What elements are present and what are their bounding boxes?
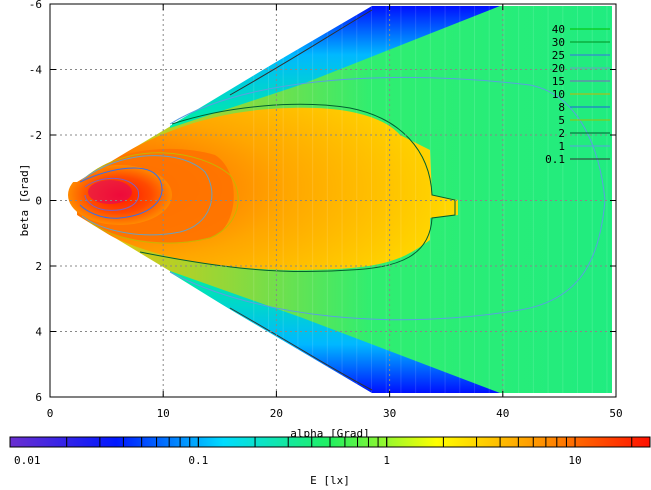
contour-line-10 (84, 152, 239, 244)
legend-label: 30 (552, 36, 565, 49)
colorbar-tick-label: 1 (383, 454, 390, 467)
legend-label: 2 (558, 127, 565, 140)
x-tick-label: 20 (270, 407, 283, 420)
legend-label: 1 (558, 140, 565, 153)
legend-label: 8 (558, 101, 565, 114)
contour-line-25 (79, 167, 163, 219)
y-tick-label: 4 (35, 326, 42, 339)
legend-label: 5 (558, 114, 565, 127)
grid (50, 4, 616, 397)
contour-line-2 (139, 103, 456, 273)
y-tick-label: -6 (29, 0, 42, 11)
colorbar-label: E [lx] (310, 474, 350, 486)
colorbar-tick-label: 0.1 (188, 454, 208, 467)
y-tick-labels: -6 -4 -2 0 2 4 6 (29, 0, 43, 404)
y-tick-label: 6 (35, 391, 42, 404)
y-tick-label: -4 (29, 64, 43, 77)
y-axis-label: beta [Grad] (18, 164, 31, 237)
legend-label: 25 (552, 49, 565, 62)
legend-label: 15 (552, 75, 565, 88)
contour-line-20 (81, 155, 213, 236)
x-tick-label: 0 (47, 407, 54, 420)
y-tick-label: 2 (35, 260, 42, 273)
x-tick-labels: 0 10 20 30 40 50 (47, 407, 623, 420)
x-tick-label: 50 (609, 407, 622, 420)
x-tick-label: 10 (157, 407, 170, 420)
y-tick-label: -2 (29, 129, 42, 142)
contour-line-0.1 (229, 9, 373, 391)
empty-region-bottom (50, 215, 372, 397)
colorbar-tick-labels: 0.01 0.1 1 10 (14, 454, 582, 467)
legend-label: 0.1 (545, 153, 565, 166)
legend-label: 20 (552, 62, 565, 75)
axis-ticks (49, 3, 617, 398)
legend-label: 40 (552, 23, 565, 36)
legend-label: 10 (552, 88, 565, 101)
x-tick-label: 30 (383, 407, 396, 420)
y-tick-label: 0 (35, 195, 42, 208)
colorbar-tick-label: 10 (568, 454, 581, 467)
empty-region-top (50, 4, 616, 182)
contour-line-30 (84, 177, 140, 211)
heatmap-peak-center (88, 180, 132, 204)
colorbar-ticks (9, 437, 633, 447)
x-tick-label: 40 (496, 407, 509, 420)
colorbar-tick-label: 0.01 (14, 454, 41, 467)
heatmap-region-edge-top (170, 6, 500, 128)
